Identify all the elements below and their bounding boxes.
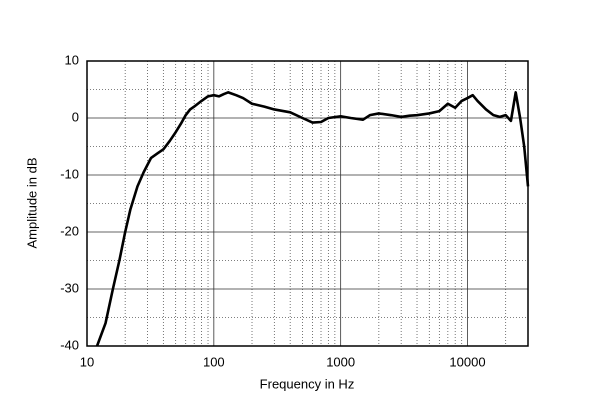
x-tick-label: 10000 [449,354,485,369]
y-tick-label: -40 [60,337,79,352]
x-tick-label: 10 [80,354,94,369]
y-tick-label: 10 [65,52,79,67]
response-line [95,91,530,347]
y-tick-label: -20 [60,223,79,238]
y-tick-label: 0 [72,109,79,124]
plot-frame [86,60,529,347]
x-tick-label: 100 [203,354,225,369]
y-axis-label: Amplitude in dB [24,157,39,248]
x-tick-label: 1000 [326,354,355,369]
x-axis-label: Frequency in Hz [260,376,355,391]
y-tick-label: -30 [60,280,79,295]
y-tick-label: -10 [60,166,79,181]
